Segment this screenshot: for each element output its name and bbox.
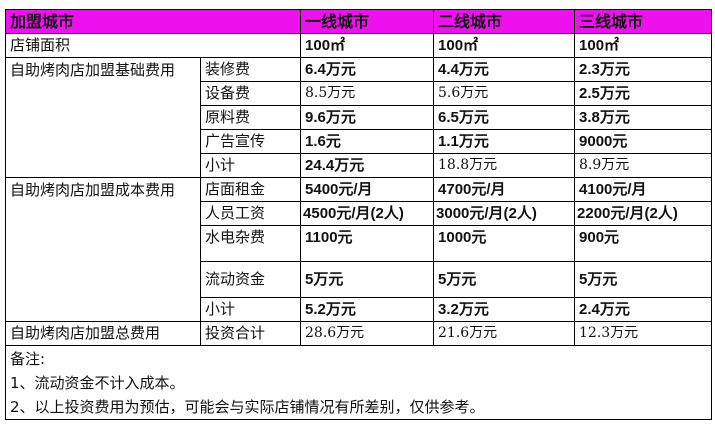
cell: 12.3万元 [574, 321, 713, 346]
group-label: 自助烤肉店加盟基础费用 [5, 57, 201, 178]
item-label: 设备费 [199, 81, 302, 106]
cell: 2.4万元 [574, 297, 713, 322]
item-label: 小计 [199, 153, 302, 178]
cell: 2200元/月(2人) [574, 201, 713, 226]
cell: 1100元 [300, 225, 435, 262]
item-label: 人员工资 [199, 201, 302, 226]
cell: 100㎡ [574, 33, 713, 58]
row-label: 店铺面积 [4, 33, 302, 58]
cell: 5.6万元 [433, 81, 576, 106]
cell: 9.6万元 [300, 105, 435, 130]
item-label: 流动资金 [199, 261, 302, 298]
cell: 18.8万元 [433, 153, 576, 178]
table-row: 原料费 9.6万元 6.5万元 3.8万元 [6, 105, 713, 130]
table-row: 小计 5.2万元 3.2万元 2.4万元 [6, 297, 713, 322]
note-item: 1、流动资金不计入成本。 [10, 374, 185, 392]
cell: 3.2万元 [433, 297, 576, 322]
table-row: 广告宣传 1.6元 1.1万元 9000元 [6, 129, 713, 154]
cell: 900元 [574, 225, 713, 262]
cell: 1.1万元 [433, 129, 576, 154]
header-tier2: 二线城市 [433, 9, 576, 34]
cell: 5万元 [433, 261, 576, 298]
cell: 5400元/月 [300, 177, 435, 202]
cell: 8.9万元 [574, 153, 713, 178]
cell: 5万元 [300, 261, 435, 298]
item-label: 投资合计 [199, 321, 302, 346]
cell: 1.6元 [300, 129, 435, 154]
note-item: 2、以上投资费用为预估，可能会与实际店铺情况有所差别，仅供参考。 [10, 398, 485, 416]
group-label: 自助烤肉店加盟总费用 [5, 321, 201, 346]
cell: 6.4万元 [300, 57, 435, 82]
cell: 3.8万元 [574, 105, 713, 130]
header-tier3: 三线城市 [574, 9, 713, 34]
header-label: 加盟城市 [4, 9, 302, 34]
group-label: 自助烤肉店加盟成本费用 [5, 177, 201, 322]
header-row: 加盟城市 一线城市 二线城市 三线城市 [4, 9, 713, 34]
notes: 备注: 1、流动资金不计入成本。 2、以上投资费用为预估，可能会与实际店铺情况有… [4, 345, 713, 420]
header-tier1: 一线城市 [300, 9, 435, 34]
item-label: 小计 [199, 297, 302, 322]
cell: 2.5万元 [574, 81, 713, 106]
cell: 6.5万元 [433, 105, 576, 130]
item-label: 广告宣传 [199, 129, 302, 154]
table-row: 自助烤肉店加盟基础费用 装修费 6.4万元 4.4万元 2.3万元 [5, 57, 713, 178]
table-row: 小计 24.4万元 18.8万元 8.9万元 [6, 153, 713, 178]
cell: 2.3万元 [574, 57, 713, 82]
cell: 21.6万元 [433, 321, 576, 346]
cell: 5.2万元 [300, 297, 435, 322]
cell: 8.5万元 [300, 81, 435, 106]
table-row: 水电杂费 1100元 1000元 900元 [6, 225, 713, 262]
cell: 100㎡ [433, 33, 576, 58]
item-label: 装修费 [199, 57, 302, 82]
cell: 4700元/月 [433, 177, 576, 202]
table-row: 设备费 8.5万元 5.6万元 2.5万元 [6, 81, 713, 106]
item-label: 原料费 [199, 105, 302, 130]
cell: 4.4万元 [433, 57, 576, 82]
table-row: 店铺面积 100㎡ 100㎡ 100㎡ [4, 33, 713, 58]
cell: 3000元/月(2人) [433, 201, 576, 226]
cell: 9000元 [574, 129, 713, 154]
cell: 100㎡ [300, 33, 435, 58]
cell: 5万元 [574, 261, 713, 298]
table-row: 流动资金 5万元 5万元 5万元 [6, 261, 713, 298]
notes-row: 备注: 1、流动资金不计入成本。 2、以上投资费用为预估，可能会与实际店铺情况有… [4, 345, 713, 420]
franchise-cost-table: 加盟城市 一线城市 二线城市 三线城市 店铺面积 100㎡ 100㎡ 100㎡ … [4, 9, 713, 420]
table-row: 人员工资 4500元/月(2人) 3000元/月(2人) 2200元/月(2人) [6, 201, 713, 226]
item-label: 店面租金 [199, 177, 302, 202]
item-label: 水电杂费 [199, 225, 302, 262]
table-row: 自助烤肉店加盟总费用 投资合计 28.6万元 21.6万元 12.3万元 [5, 321, 713, 346]
cell: 4500元/月(2人) [300, 201, 435, 226]
cell: 4100元/月 [574, 177, 713, 202]
cell: 24.4万元 [300, 153, 435, 178]
table-row: 自助烤肉店加盟成本费用 店面租金 5400元/月 4700元/月 4100元/月 [5, 177, 713, 322]
notes-title: 备注: [10, 350, 46, 368]
cell: 1000元 [433, 225, 576, 262]
cell: 28.6万元 [300, 321, 435, 346]
